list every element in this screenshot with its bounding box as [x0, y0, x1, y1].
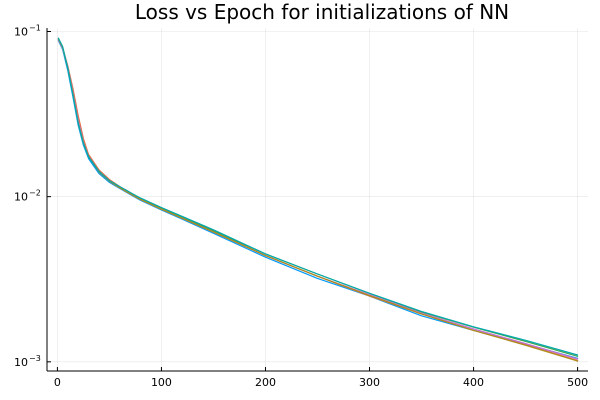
chart-title: Loss vs Epoch for initializations of NN	[135, 0, 509, 24]
y-tick-exponent: −1	[29, 23, 41, 32]
y-tick-label: 10	[14, 25, 28, 38]
x-tick-label: 400	[463, 376, 484, 389]
x-tick-label: 100	[151, 376, 172, 389]
y-tick-label: 10	[14, 356, 28, 369]
y-tick-label: 10	[14, 191, 28, 204]
axes	[46, 28, 588, 372]
series-line-6	[57, 37, 579, 356]
y-tick-base: 10	[14, 25, 28, 38]
y-tick-exponent: −3	[29, 354, 41, 363]
y-tick-exponent: −2	[29, 189, 41, 198]
y-tick-base: 10	[14, 356, 28, 369]
x-tick-label: 0	[54, 376, 61, 389]
y-tick-base: 10	[14, 191, 28, 204]
x-tick-label: 200	[255, 376, 276, 389]
x-tick-label: 500	[567, 376, 588, 389]
series	[57, 37, 579, 362]
x-tick-label: 300	[359, 376, 380, 389]
